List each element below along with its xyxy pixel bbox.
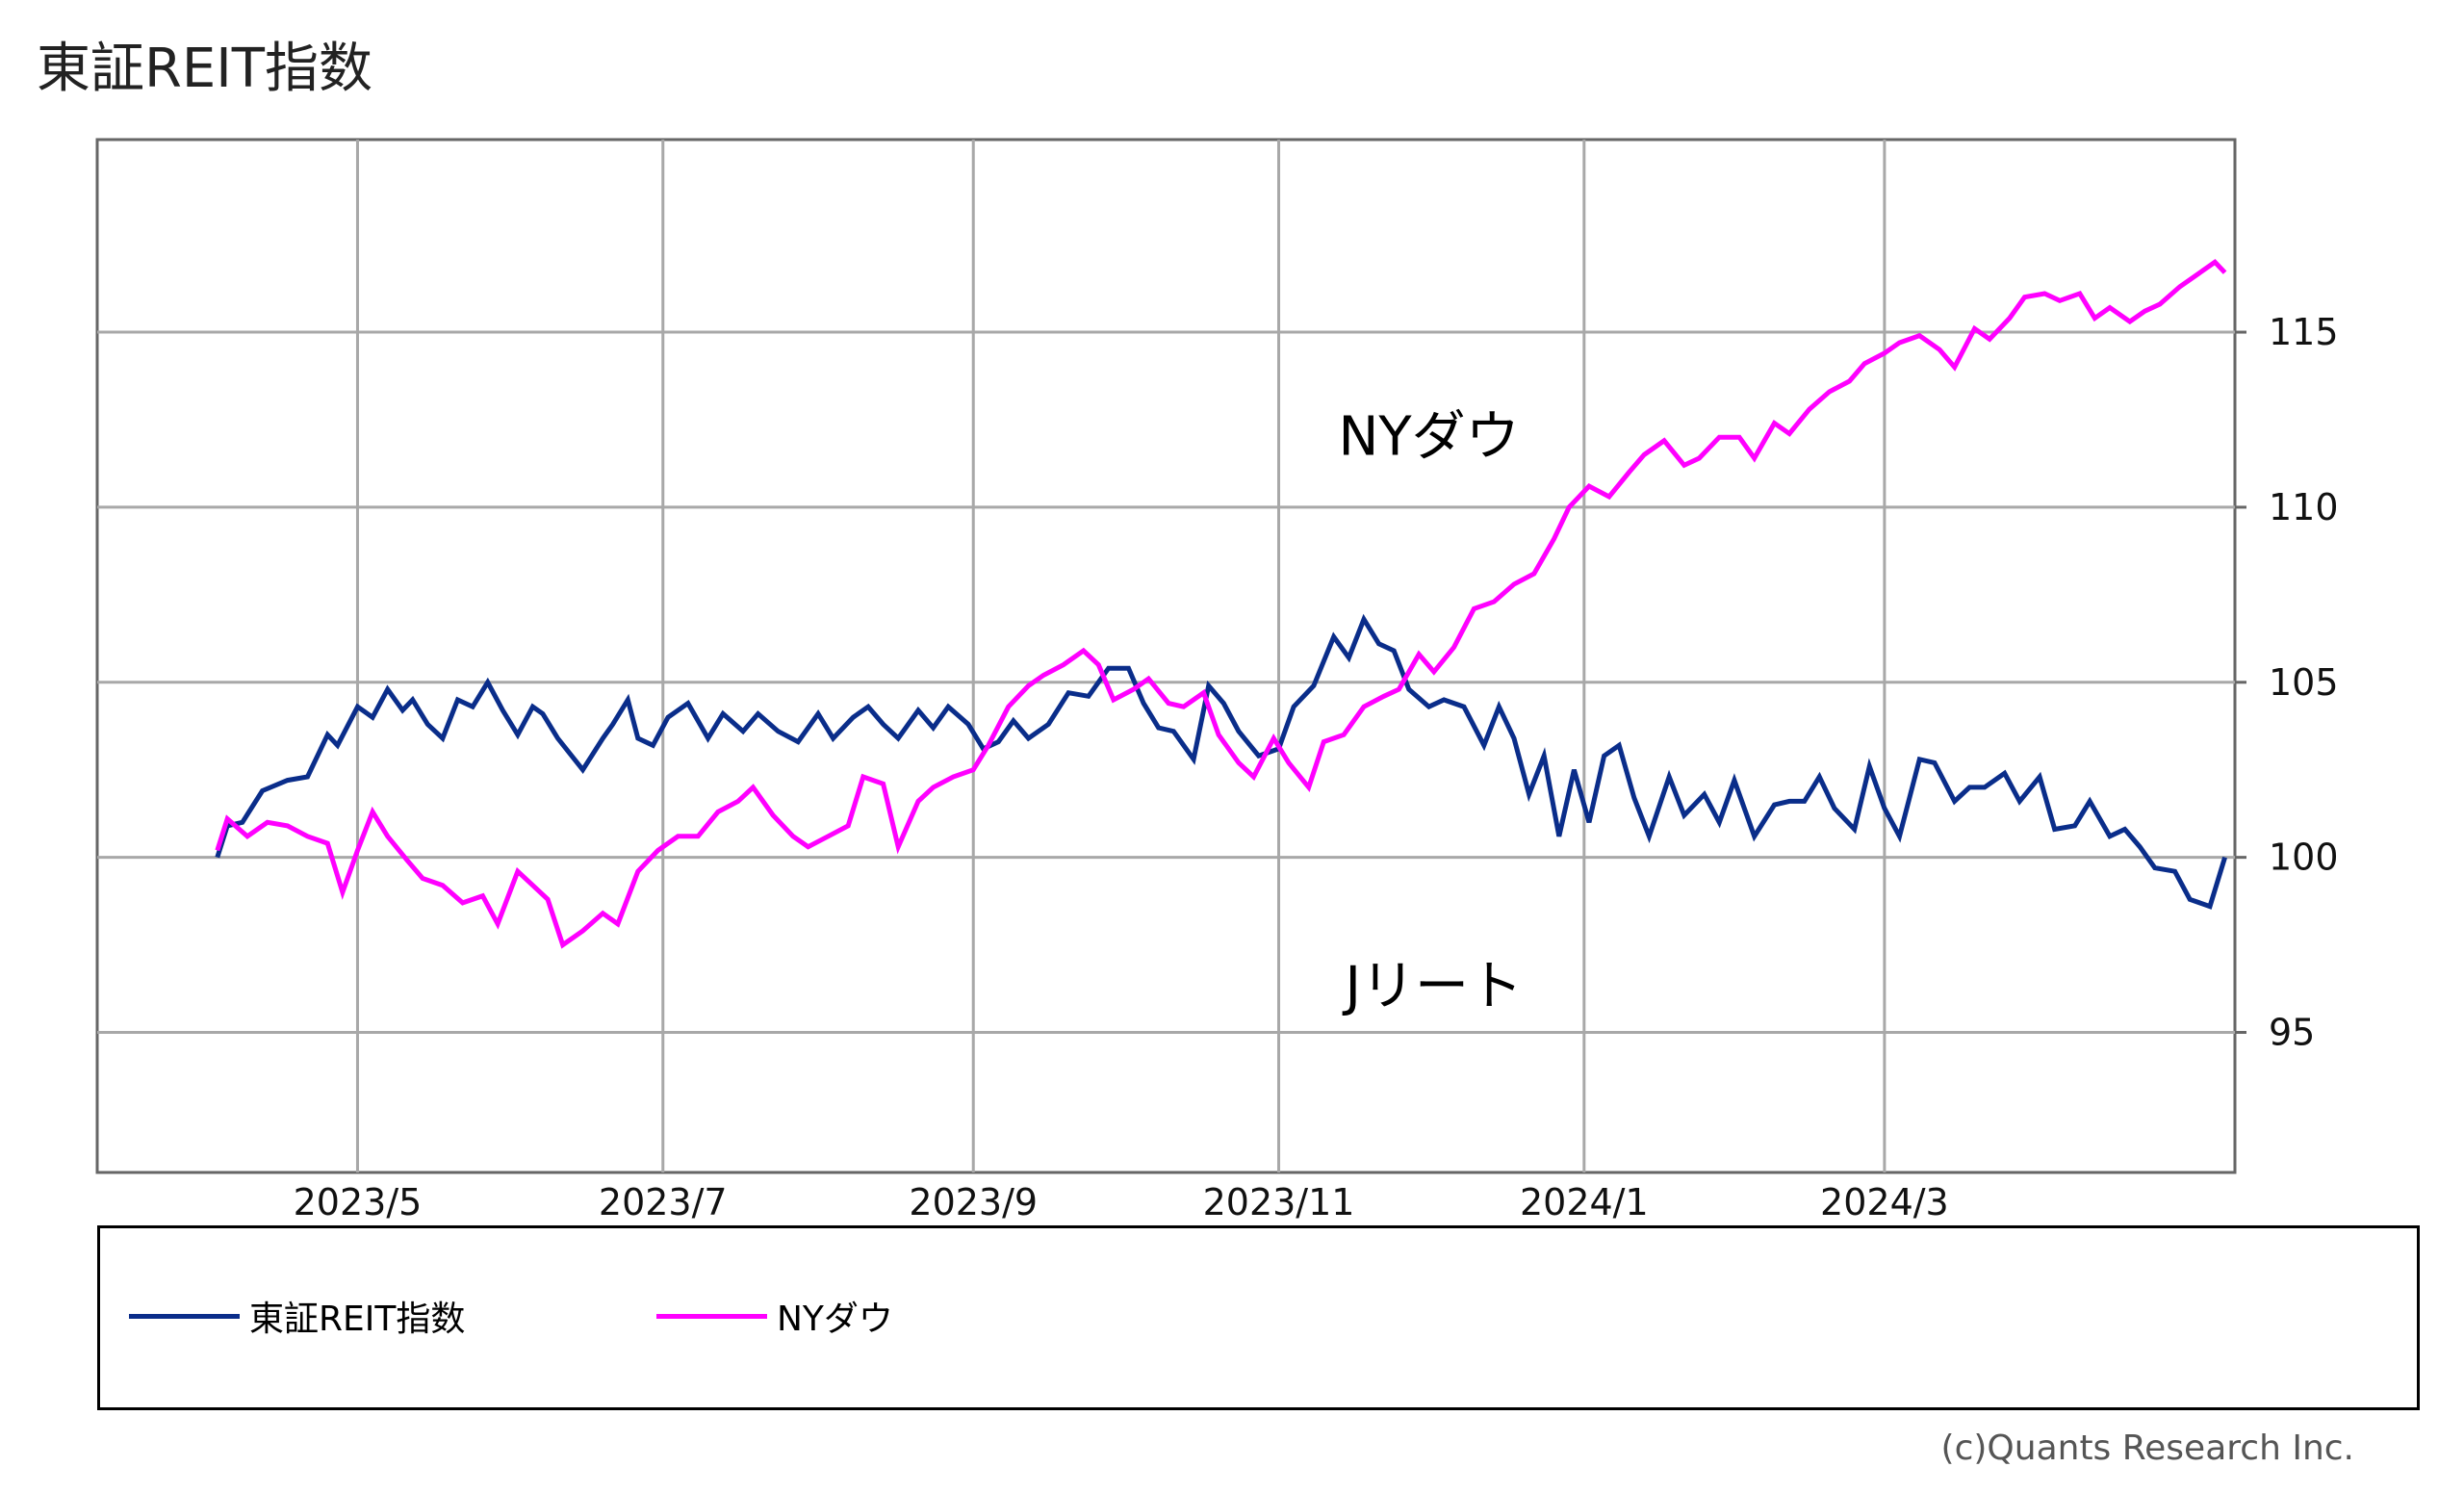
x-axis-ticks: 2023/5 2023/7 2023/9 2023/11 2024/1 2024/3 [294, 1181, 1949, 1223]
y-tick-label: 115 [2269, 311, 2339, 353]
legend-item-reit: 東証REIT指数 [129, 1291, 465, 1341]
x-tick-label: 2023/7 [599, 1181, 728, 1223]
y-axis-ticks: 95 100 105 110 115 [2269, 311, 2339, 1053]
chart-title: 東証REIT指数 [37, 38, 373, 100]
x-tick-label: 2024/3 [1820, 1181, 1949, 1223]
series-line-reit [215, 613, 2227, 910]
legend-swatch-nydow [656, 1313, 767, 1319]
annotation-nydow: NYダウ [1339, 405, 1520, 468]
legend-label-nydow: NYダウ [777, 1300, 893, 1339]
plot-area [95, 138, 2237, 1174]
vertical-gridlines [355, 140, 1886, 1172]
horizontal-gridlines [97, 330, 2246, 1035]
series-line-nydow [215, 259, 2227, 949]
chart-annotations: NYダウ Jリート [1339, 405, 1524, 1017]
legend-item-nydow: NYダウ [656, 1291, 893, 1341]
series-lines [215, 259, 2227, 949]
x-tick-label: 2024/1 [1520, 1181, 1649, 1223]
legend-swatch-reit [129, 1313, 240, 1319]
x-tick-label: 2023/5 [294, 1181, 423, 1223]
y-tick-label: 95 [2269, 1012, 2315, 1054]
copyright-notice: (c)Quants Research Inc. [1940, 1429, 2354, 1468]
y-tick-label: 110 [2269, 486, 2339, 528]
x-tick-label: 2023/11 [1203, 1181, 1355, 1223]
x-tick-label: 2023/9 [909, 1181, 1038, 1223]
legend-label-reit: 東証REIT指数 [249, 1300, 466, 1339]
legend: 東証REIT指数 NYダウ [97, 1225, 2420, 1410]
annotation-jreit: Jリート [1343, 955, 1524, 1017]
y-tick-label: 105 [2269, 661, 2339, 704]
y-tick-label: 100 [2269, 837, 2339, 879]
